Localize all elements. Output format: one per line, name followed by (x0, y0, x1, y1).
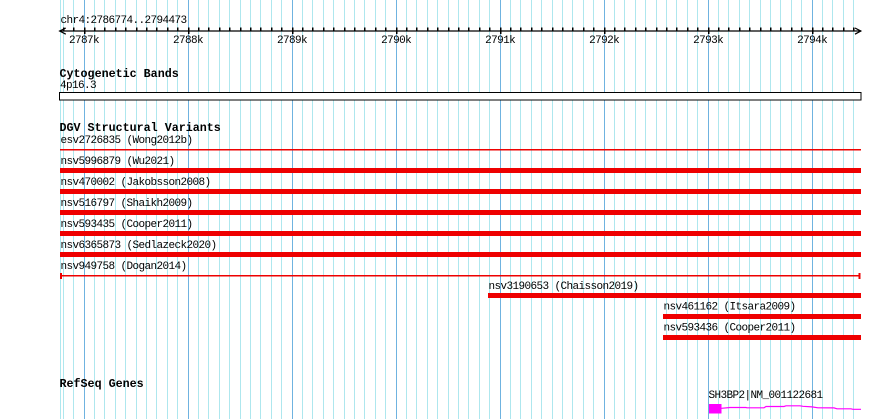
svg-text:2792k: 2792k (589, 35, 620, 47)
svg-text:esv2726835 (Wong2012b): esv2726835 (Wong2012b) (61, 135, 193, 147)
svg-text:Cytogenetic Bands: Cytogenetic Bands (60, 67, 179, 81)
svg-text:nsv593435 (Cooper2011): nsv593435 (Cooper2011) (61, 219, 193, 231)
svg-text:nsv461162 (Itsara2009): nsv461162 (Itsara2009) (664, 302, 796, 314)
svg-text:nsv3190653 (Chaisson2019): nsv3190653 (Chaisson2019) (489, 281, 639, 293)
svg-text:SH3BP2|NM_001122681: SH3BP2|NM_001122681 (709, 390, 824, 402)
svg-text:2789k: 2789k (277, 35, 308, 47)
svg-text:nsv470002 (Jakobsson2008): nsv470002 (Jakobsson2008) (61, 177, 211, 189)
svg-text:nsv5996879 (Wu2021): nsv5996879 (Wu2021) (61, 156, 175, 168)
svg-text:nsv516797 (Shaikh2009): nsv516797 (Shaikh2009) (61, 198, 193, 210)
svg-text:2787k: 2787k (69, 35, 100, 47)
svg-text:DGV Structural Variants: DGV Structural Variants (60, 121, 221, 135)
svg-text:2790k: 2790k (381, 35, 412, 47)
svg-text:nsv593436 (Cooper2011): nsv593436 (Cooper2011) (664, 323, 796, 335)
svg-text:2788k: 2788k (173, 35, 204, 47)
svg-text:nsv949758 (Dogan2014): nsv949758 (Dogan2014) (61, 261, 187, 273)
svg-text:2794k: 2794k (797, 35, 828, 47)
svg-text:2791k: 2791k (485, 35, 516, 47)
svg-text:4p16.3: 4p16.3 (60, 80, 96, 92)
svg-text:RefSeq Genes: RefSeq Genes (60, 377, 144, 391)
svg-text:chr4:2786774..2794473: chr4:2786774..2794473 (61, 15, 187, 27)
svg-text:2793k: 2793k (693, 35, 724, 47)
svg-text:nsv6365873 (Sedlazeck2020): nsv6365873 (Sedlazeck2020) (61, 240, 217, 252)
